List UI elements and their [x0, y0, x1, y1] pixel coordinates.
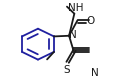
Text: N: N: [68, 30, 76, 40]
Text: N: N: [90, 68, 97, 78]
Text: S: S: [63, 65, 70, 75]
Text: O: O: [86, 16, 94, 26]
Text: NH: NH: [68, 3, 83, 13]
